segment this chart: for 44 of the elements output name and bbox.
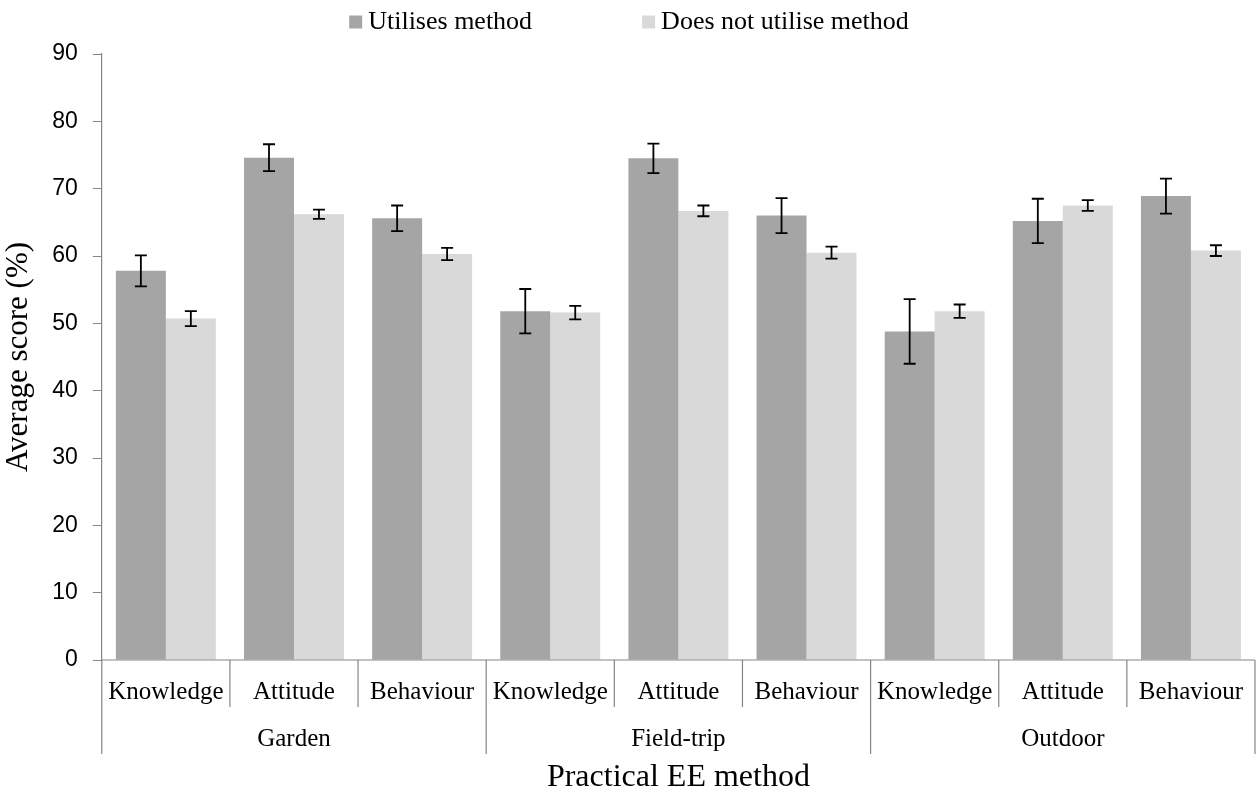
text: Outdoor [1021,723,1106,751]
y-tick-label: 80 [52,106,78,133]
x-tick-label: Attitude [637,676,720,704]
y-tick-label: 70 [52,174,78,201]
bar [293,214,344,660]
bar [628,158,679,660]
x-tick-label: Knowledge [492,676,608,704]
x-tick-label: Attitude [1021,676,1104,704]
x-tick-label: Knowledge [108,676,224,704]
y-tick-label: 50 [52,308,78,335]
bar [115,270,166,660]
bar [756,215,807,660]
x-tick-label: Behaviour [1138,676,1244,704]
bar [934,311,985,660]
bar [806,252,857,660]
y-tick-label: 30 [52,443,78,470]
bar [550,312,601,660]
bar [884,331,935,660]
legend-label: Utilises method [368,5,533,35]
x-tick-label: Behaviour [754,676,860,704]
x-tick-label: Attitude [253,676,335,704]
y-tick-label: 40 [52,376,78,403]
y-tick-label: 60 [52,241,78,268]
y-tick-label: 0 [64,645,78,672]
text: Garden [257,723,332,751]
bar [372,218,423,660]
bar [678,210,729,660]
bar [1140,196,1191,660]
y-tick-label: 90 [52,39,78,66]
bar [244,157,294,660]
text: Field-trip [631,723,726,751]
y-tick-label: 20 [52,510,78,537]
x-tick-label: Behaviour [370,676,475,704]
y-tick-label: 10 [52,578,78,605]
bar [1062,205,1113,660]
bar [1190,250,1241,660]
y-axis-title: Average score (%) [0,241,34,473]
x-tick-label: Knowledge [877,676,993,704]
bar [500,311,551,660]
bar [1012,220,1063,660]
legend-label: Does not utilise method [661,5,909,35]
bar [422,253,473,660]
x-axis-title: Practical EE method [546,757,810,793]
bar [165,318,216,660]
